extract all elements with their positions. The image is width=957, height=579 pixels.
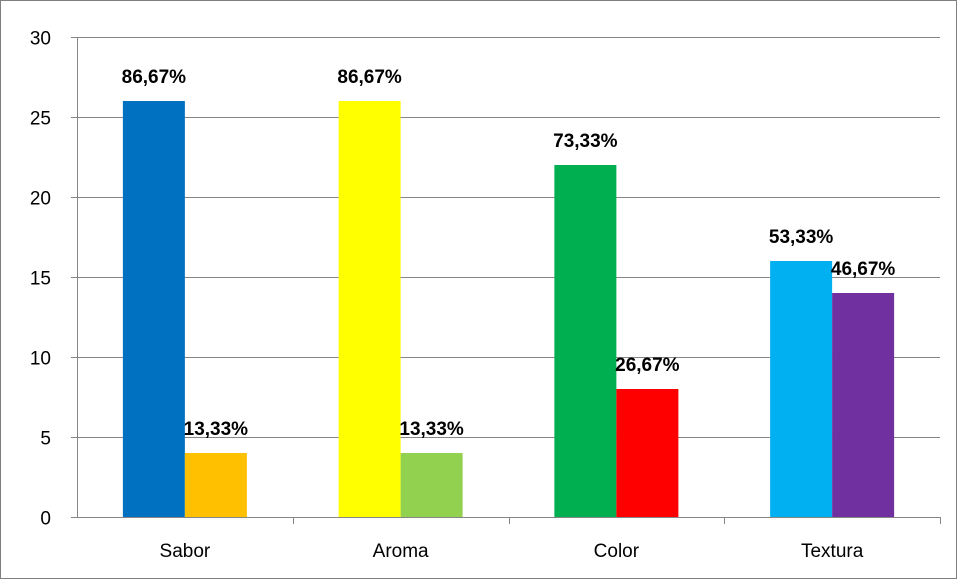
x-tick-label: Aroma bbox=[373, 541, 429, 562]
y-tick-label: 5 bbox=[40, 429, 51, 450]
bar-aroma-2 bbox=[401, 453, 463, 517]
y-tick-label: 15 bbox=[30, 269, 51, 290]
bar-sabor-1 bbox=[123, 101, 185, 517]
data-label: 86,67% bbox=[337, 67, 402, 88]
bar-sabor-2 bbox=[185, 453, 247, 517]
bar-textura-2 bbox=[832, 293, 894, 517]
bar-color-1 bbox=[554, 165, 616, 517]
data-label: 26,67% bbox=[615, 355, 680, 376]
y-tick-label: 20 bbox=[30, 189, 51, 210]
data-label: 46,67% bbox=[831, 259, 896, 280]
bar-textura-1 bbox=[770, 261, 832, 517]
x-tick-label: Color bbox=[594, 541, 640, 562]
y-tick-label: 0 bbox=[40, 509, 51, 530]
data-label: 13,33% bbox=[184, 419, 249, 440]
y-tick-label: 10 bbox=[30, 349, 51, 370]
bar-aroma-1 bbox=[339, 101, 401, 517]
data-label: 13,33% bbox=[399, 419, 464, 440]
x-tick-label: Sabor bbox=[160, 541, 211, 562]
data-label: 86,67% bbox=[122, 67, 187, 88]
y-tick-label: 25 bbox=[30, 109, 51, 130]
data-label: 73,33% bbox=[553, 131, 618, 152]
data-label: 53,33% bbox=[769, 227, 834, 248]
bar-color-2 bbox=[616, 389, 678, 517]
y-tick-label: 30 bbox=[30, 29, 51, 50]
x-tick-label: Textura bbox=[801, 541, 864, 562]
